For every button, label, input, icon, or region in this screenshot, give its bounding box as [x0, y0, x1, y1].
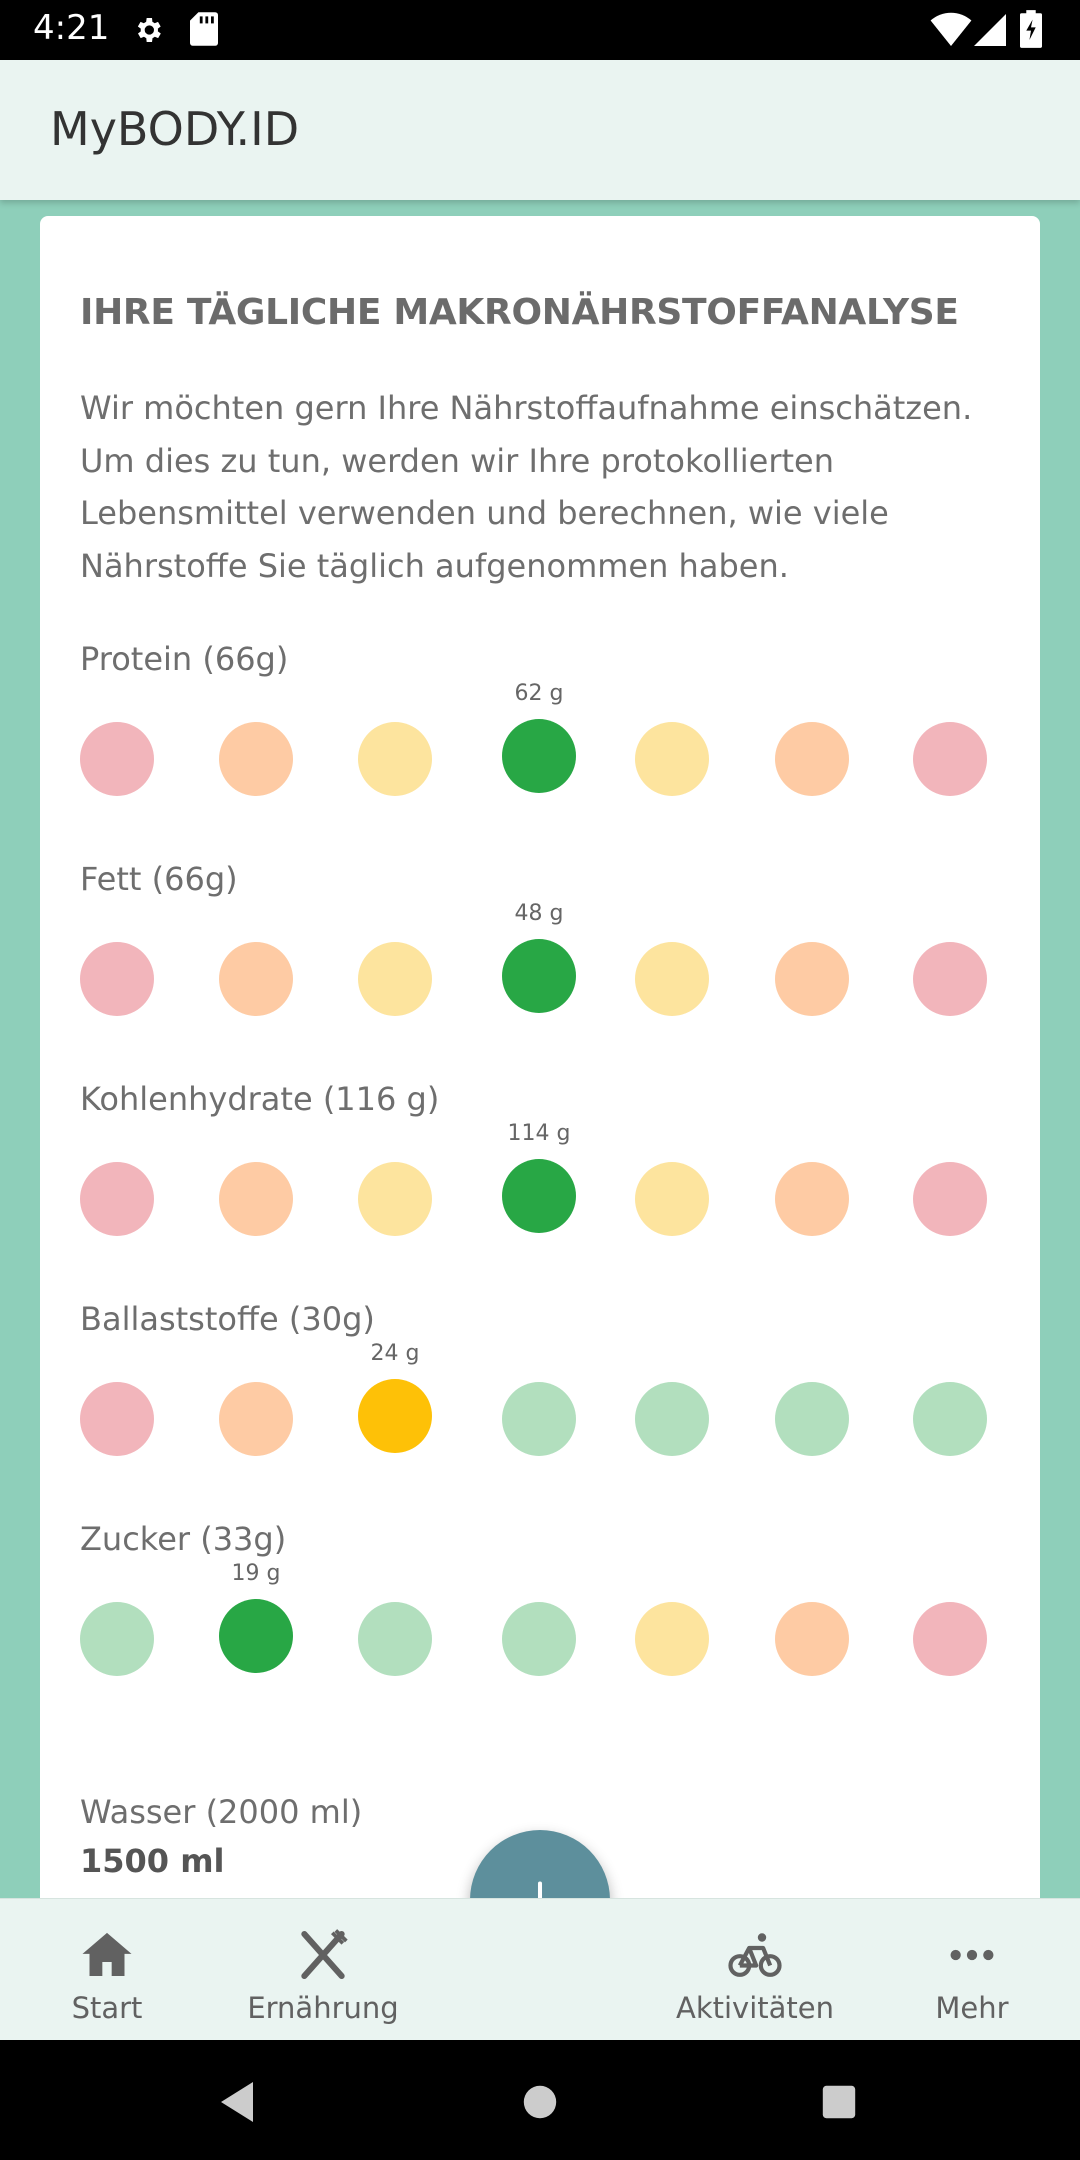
nutrient-dot	[219, 1382, 293, 1456]
home-circle-icon[interactable]	[522, 2084, 558, 2120]
nutrient-dot	[913, 722, 987, 796]
nutrient-label: Kohlenhydrate (116 g)	[80, 1080, 440, 1118]
more-dots-icon	[950, 1949, 994, 1961]
nav-item-start[interactable]: Start	[7, 1927, 207, 2025]
status-bar: 4:21	[0, 0, 1080, 60]
nutrient-dot	[635, 1602, 709, 1676]
nav-label: Ernährung	[247, 1991, 399, 2025]
nav-item-ernaehrung[interactable]: Ernährung	[223, 1927, 423, 2025]
recents-icon[interactable]	[821, 2084, 857, 2120]
nutrient-label: Ballaststoffe (30g)	[80, 1300, 375, 1338]
nutrient-dot	[358, 1162, 432, 1236]
sd-card-icon	[190, 12, 218, 46]
back-icon[interactable]	[217, 2080, 257, 2124]
app-bar: MyBODY.ID	[0, 60, 1080, 200]
nutrient-dot-current	[219, 1599, 293, 1673]
card-intro: Wir möchten gern Ihre Nährstoffaufnahme …	[80, 389, 973, 585]
app-title: MyBODY.ID	[50, 102, 300, 156]
water-label: Wasser (2000 ml)	[80, 1793, 363, 1831]
nutrient-label: Protein (66g)	[80, 640, 289, 678]
nutrient-row-zucker: Zucker (33g) 19 g	[40, 1520, 1040, 1720]
nutrient-value: 48 g	[514, 901, 564, 926]
macronutrient-card: IHRE TÄGLICHE MAKRONÄHRSTOFFANALYSE Wir …	[40, 216, 1040, 2016]
home-icon	[82, 1932, 132, 1976]
nutrient-dot	[913, 942, 987, 1016]
nutrient-row-protein: Protein (66g) 62 g	[40, 640, 1040, 840]
system-navigation-bar	[0, 2040, 1080, 2160]
nutrient-dot	[358, 722, 432, 796]
nutrient-dot	[80, 1602, 154, 1676]
nutrient-dot-current	[358, 1379, 432, 1453]
card-heading: IHRE TÄGLICHE MAKRONÄHRSTOFFANALYSE	[80, 292, 959, 333]
wifi-icon	[930, 12, 972, 46]
nutrient-dot	[775, 722, 849, 796]
nutrient-dot-current	[502, 719, 576, 793]
nutrient-dot	[775, 1382, 849, 1456]
bottom-navigation: Start Ernährung Aktivitäten Mehr	[0, 1898, 1080, 2040]
water-value: 1500 ml	[80, 1842, 225, 1880]
nutrient-value: 19 g	[231, 1561, 281, 1586]
nutrient-dot	[502, 1382, 576, 1456]
nutrient-dot-current	[502, 939, 576, 1013]
nutrient-dot	[775, 942, 849, 1016]
nutrient-row-kohlenhydrate: Kohlenhydrate (116 g) 114 g	[40, 1080, 1040, 1280]
status-time: 4:21	[33, 8, 110, 48]
nutrient-dot	[80, 1382, 154, 1456]
nutrient-dot	[913, 1162, 987, 1236]
nutrient-row-ballaststoffe: Ballaststoffe (30g) 24 g	[40, 1300, 1040, 1500]
nutrient-label: Fett (66g)	[80, 860, 238, 898]
nutrient-value: 62 g	[514, 681, 564, 706]
nutrient-dot	[219, 942, 293, 1016]
bicycle-icon	[728, 1933, 782, 1977]
nutrient-dot-current	[502, 1159, 576, 1233]
nutrient-dot	[635, 722, 709, 796]
nutrient-dot	[80, 1162, 154, 1236]
nutrient-dot	[80, 942, 154, 1016]
nutrient-value: 114 g	[507, 1121, 571, 1146]
nutrient-dot	[913, 1602, 987, 1676]
nutrient-dot	[502, 1602, 576, 1676]
nutrient-dot	[635, 1382, 709, 1456]
nav-label: Mehr	[935, 1991, 1009, 2025]
nav-label: Start	[71, 1991, 143, 2025]
fork-knife-icon	[301, 1929, 348, 1980]
nutrient-dot	[219, 722, 293, 796]
nav-item-mehr[interactable]: Mehr	[872, 1927, 1072, 2025]
nutrient-dot	[358, 942, 432, 1016]
nutrient-dot	[775, 1602, 849, 1676]
nutrient-row-fett: Fett (66g) 48 g	[40, 860, 1040, 1060]
cell-signal-icon	[974, 14, 1006, 46]
nutrient-dot	[80, 722, 154, 796]
battery-icon	[1020, 10, 1042, 48]
nutrient-dot	[635, 942, 709, 1016]
nutrient-dot	[913, 1382, 987, 1456]
nutrient-dot	[358, 1602, 432, 1676]
nutrient-value: 24 g	[370, 1341, 420, 1366]
nav-item-aktivitaeten[interactable]: Aktivitäten	[655, 1927, 855, 2025]
nutrient-dot	[219, 1162, 293, 1236]
nutrient-dot	[775, 1162, 849, 1236]
gear-icon	[137, 18, 161, 42]
nav-label: Aktivitäten	[675, 1991, 834, 2025]
nutrient-dot	[635, 1162, 709, 1236]
nutrient-label: Zucker (33g)	[80, 1520, 287, 1558]
